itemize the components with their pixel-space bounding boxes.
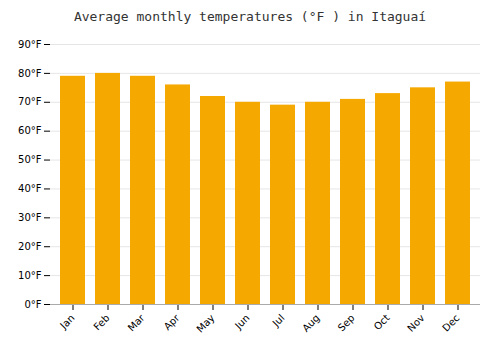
svg-text:70°F: 70°F — [18, 96, 42, 107]
svg-text:Oct: Oct — [372, 312, 392, 332]
svg-text:30°F: 30°F — [18, 212, 42, 223]
svg-text:80°F: 80°F — [18, 68, 42, 79]
svg-text:0°F: 0°F — [24, 299, 41, 310]
svg-text:May: May — [194, 312, 216, 334]
svg-text:Jun: Jun — [232, 312, 252, 332]
svg-text:Nov: Nov — [405, 312, 427, 334]
svg-text:Sep: Sep — [336, 312, 357, 333]
html-text:Average monthly temperatures (: Average monthly temperatures (°F ) in It… — [73, 9, 427, 24]
svg-text:Mar: Mar — [126, 312, 148, 334]
svg-text:60°F: 60°F — [18, 125, 42, 136]
svg-text:10°F: 10°F — [18, 270, 42, 281]
svg-text:50°F: 50°F — [18, 154, 42, 165]
svg-text:40°F: 40°F — [18, 183, 42, 194]
svg-text:20°F: 20°F — [18, 241, 42, 252]
svg-text:Apr: Apr — [162, 312, 183, 333]
svg-text:Aug: Aug — [300, 312, 322, 334]
svg-text:Feb: Feb — [91, 312, 111, 332]
svg-text:Jul: Jul — [270, 312, 287, 329]
svg-text:90°F: 90°F — [18, 39, 42, 50]
svg-text:Dec: Dec — [440, 312, 461, 333]
svg-text:Jan: Jan — [57, 312, 76, 331]
